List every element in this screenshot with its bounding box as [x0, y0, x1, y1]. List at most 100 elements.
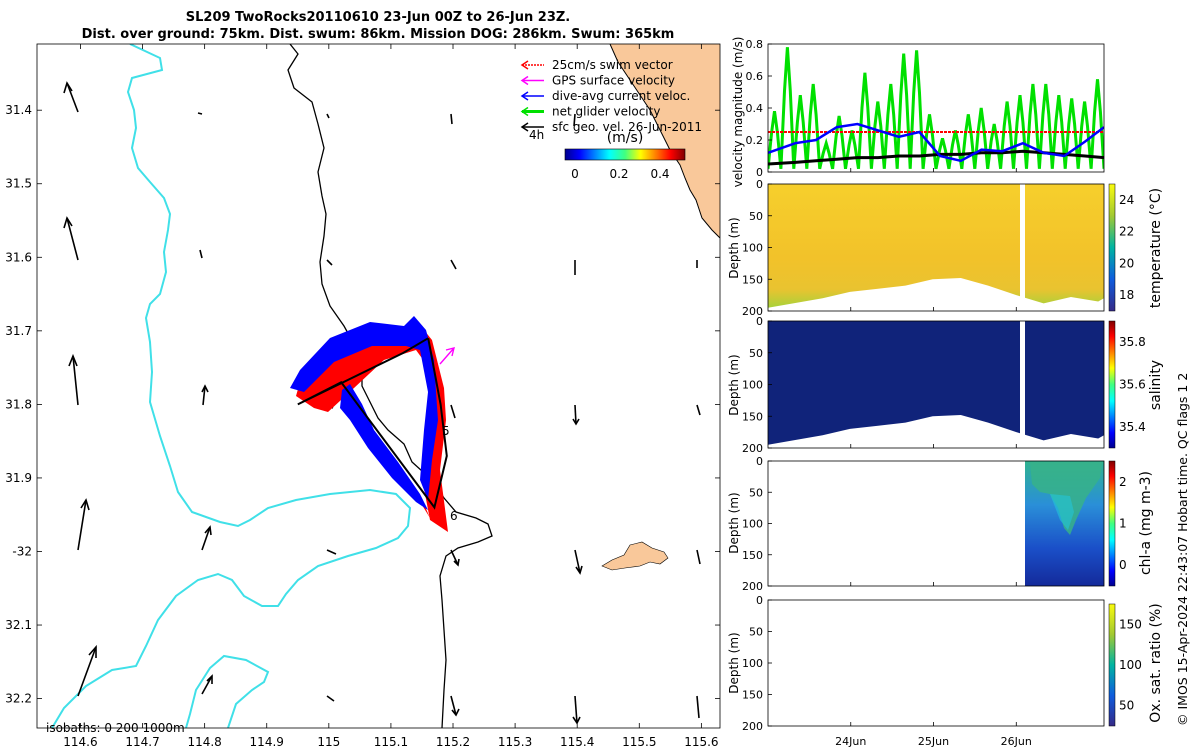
- map-y-tick-label: 31.7: [5, 324, 32, 338]
- isobaths-label: isobaths: 0 200 1000m: [46, 721, 185, 735]
- temperature-field: [768, 184, 1104, 308]
- velocity-y-label: velocity magnitude (m/s): [731, 37, 745, 188]
- oxygen-colorbar: [1108, 603, 1116, 727]
- speed-colorbar-tick: 0: [571, 167, 579, 181]
- sfc-arrow: [326, 259, 333, 266]
- map-x-tick-label: 114.8: [187, 735, 221, 749]
- sfc-arrow: [450, 549, 460, 567]
- sfc-arrow: [573, 113, 576, 127]
- sfc-velocity-arrows: [63, 81, 701, 725]
- map-y-tick-label: 32.1: [5, 618, 32, 632]
- sfc-arrow: [63, 216, 79, 261]
- sfc-arrow: [450, 259, 457, 270]
- velocity-y-tick-label: 0.8: [746, 38, 764, 51]
- velocity-y-tick-label: 0.2: [746, 134, 764, 147]
- isobath-200m: [51, 44, 412, 728]
- depth-tick-label: 200: [742, 580, 763, 593]
- map-x-tick-label: 115.1: [374, 735, 408, 749]
- velocity-y-ticks: 0 0.2 0.4 0.6 0.8: [746, 38, 772, 179]
- time-x-ticks: 24Jun 25Jun 26Jun: [835, 168, 1032, 748]
- depth-tick-label: 50: [749, 626, 763, 639]
- chl-colorbar-label: chl-a (mg m-3): [1138, 471, 1154, 575]
- speed-colorbar-tick: 0.4: [650, 167, 669, 181]
- sfc-arrow: [450, 113, 453, 125]
- sfc-arrow: [572, 404, 580, 426]
- sfc-arrow: [450, 404, 456, 419]
- depth-tick-label: 150: [742, 410, 763, 423]
- map-x-tick-label: 114.9: [250, 735, 284, 749]
- net-glider-velocity-line: [768, 47, 1104, 170]
- sfc-arrow: [77, 498, 90, 551]
- sfc-arrow: [696, 695, 700, 719]
- temperature-panel: 0 50 100 150 200 24 22 20 18 Depth (m) temperatu…: [727, 178, 1164, 318]
- sfc-arrow: [201, 384, 209, 406]
- sfc-arrow: [63, 81, 79, 113]
- velocity-y-tick-label: 0.4: [746, 102, 764, 115]
- time-x-tick-label: 25Jun: [918, 735, 949, 748]
- sfc-arrow: [326, 113, 330, 119]
- gps-legend-label: GPS surface velocity: [552, 74, 675, 88]
- salinity-colorbar-label: salinity: [1148, 360, 1164, 410]
- glider-track-line: [297, 337, 448, 510]
- diveavg-current-line: [768, 122, 1104, 163]
- depth-tick-label: 100: [742, 518, 763, 531]
- map-y-tick-label: 32.2: [5, 692, 32, 706]
- map-y-ticks: 31.4 31.5 31.6 31.7 31.8 31.9 -32 32.1 32.2: [5, 103, 720, 706]
- sfc-arrow: [326, 549, 337, 555]
- colorbar-tick-label: 100: [1119, 658, 1142, 672]
- time-x-tick-label: 24Jun: [835, 735, 866, 748]
- depth-tick-label: 100: [742, 379, 763, 392]
- map-y-tick-label: 31.6: [5, 250, 32, 264]
- net-legend-label: net glider velocity: [552, 105, 660, 119]
- salinity-colorbar: [1108, 320, 1116, 449]
- diveavg-legend-label: dive-avg current veloc.: [552, 89, 690, 103]
- isobath-0m: [287, 44, 493, 728]
- map-x-tick-label: 114.6: [63, 735, 97, 749]
- depth-tick-label: 0: [756, 178, 763, 191]
- colorbar-tick-label: 35.8: [1119, 335, 1146, 349]
- colorbar-tick-label: 0: [1119, 558, 1127, 572]
- sfc-arrow: [201, 674, 213, 695]
- map-axes-frame: [36, 43, 721, 729]
- velocity-panel: 0 0.2 0.4 0.6 0.8 velocity magnitude (m/s): [731, 37, 1105, 188]
- map-y-tick-label: 31.5: [5, 177, 32, 191]
- sfc-legend: sfc geo. vel. 26-Jun-2011: [520, 120, 702, 134]
- colorbar-tick-label: 24: [1119, 193, 1134, 207]
- land-island: [601, 541, 669, 571]
- map-panel: 5 6 114.6 114.7 114.8 114.9 115 115.1 115.2 115…: [5, 43, 721, 749]
- sfc-arrow: [450, 695, 460, 717]
- colorbar-tick-label: 20: [1119, 256, 1134, 270]
- speed-colorbar-tick: 0.2: [609, 167, 628, 181]
- temperature-colorbar-label: temperature (°C): [1148, 188, 1164, 308]
- oxygen-ticks: 0 50 100 150 200 150 100 50: [742, 594, 1142, 733]
- temperature-ticks: 0 50 100 150 200 24 22 20 18: [742, 178, 1134, 318]
- temperature-colorbar: [1108, 183, 1116, 312]
- colorbar-tick-label: 35.6: [1119, 378, 1146, 392]
- diveavg-legend: dive-avg current veloc.: [520, 89, 690, 103]
- depth-tick-label: 100: [742, 242, 763, 255]
- colorbar-tick-label: 150: [1119, 617, 1142, 631]
- map-y-tick-label: 31.9: [5, 471, 32, 485]
- depth-tick-label: 0: [756, 315, 763, 328]
- map-y-tick-label: 31.8: [5, 397, 32, 411]
- diveavg-current-band-2: [340, 384, 428, 510]
- colorbar-unit-label: (m/s): [607, 130, 644, 146]
- colorbar-tick-label: 35.4: [1119, 420, 1146, 434]
- track-label-5: 5: [442, 424, 450, 438]
- depth-tick-label: 200: [742, 305, 763, 318]
- title-line-2: Dist. over ground: 75km. Dist. swum: 86k…: [82, 27, 675, 42]
- depth-tick-label: 0: [756, 594, 763, 607]
- colorbar-tick-label: 2: [1119, 475, 1127, 489]
- depth-tick-label: 150: [742, 549, 763, 562]
- chl-y-label: Depth (m): [727, 492, 741, 553]
- map-x-tick-label: 115.3: [498, 735, 532, 749]
- map-y-tick-label: 31.4: [5, 103, 32, 117]
- copyright-note: © IMOS 15-Apr-2024 22:43:07 Hobart time.…: [1175, 373, 1190, 726]
- swim-vector-band: [296, 330, 448, 532]
- chl-colorbar: [1108, 460, 1116, 587]
- map-x-tick-label: 115.2: [436, 735, 470, 749]
- depth-tick-label: 150: [742, 689, 763, 702]
- title-line-1: SL209 TwoRocks20110610 23-Jun 00Z to 26-…: [186, 10, 571, 25]
- map-x-tick-label: 114.7: [125, 735, 159, 749]
